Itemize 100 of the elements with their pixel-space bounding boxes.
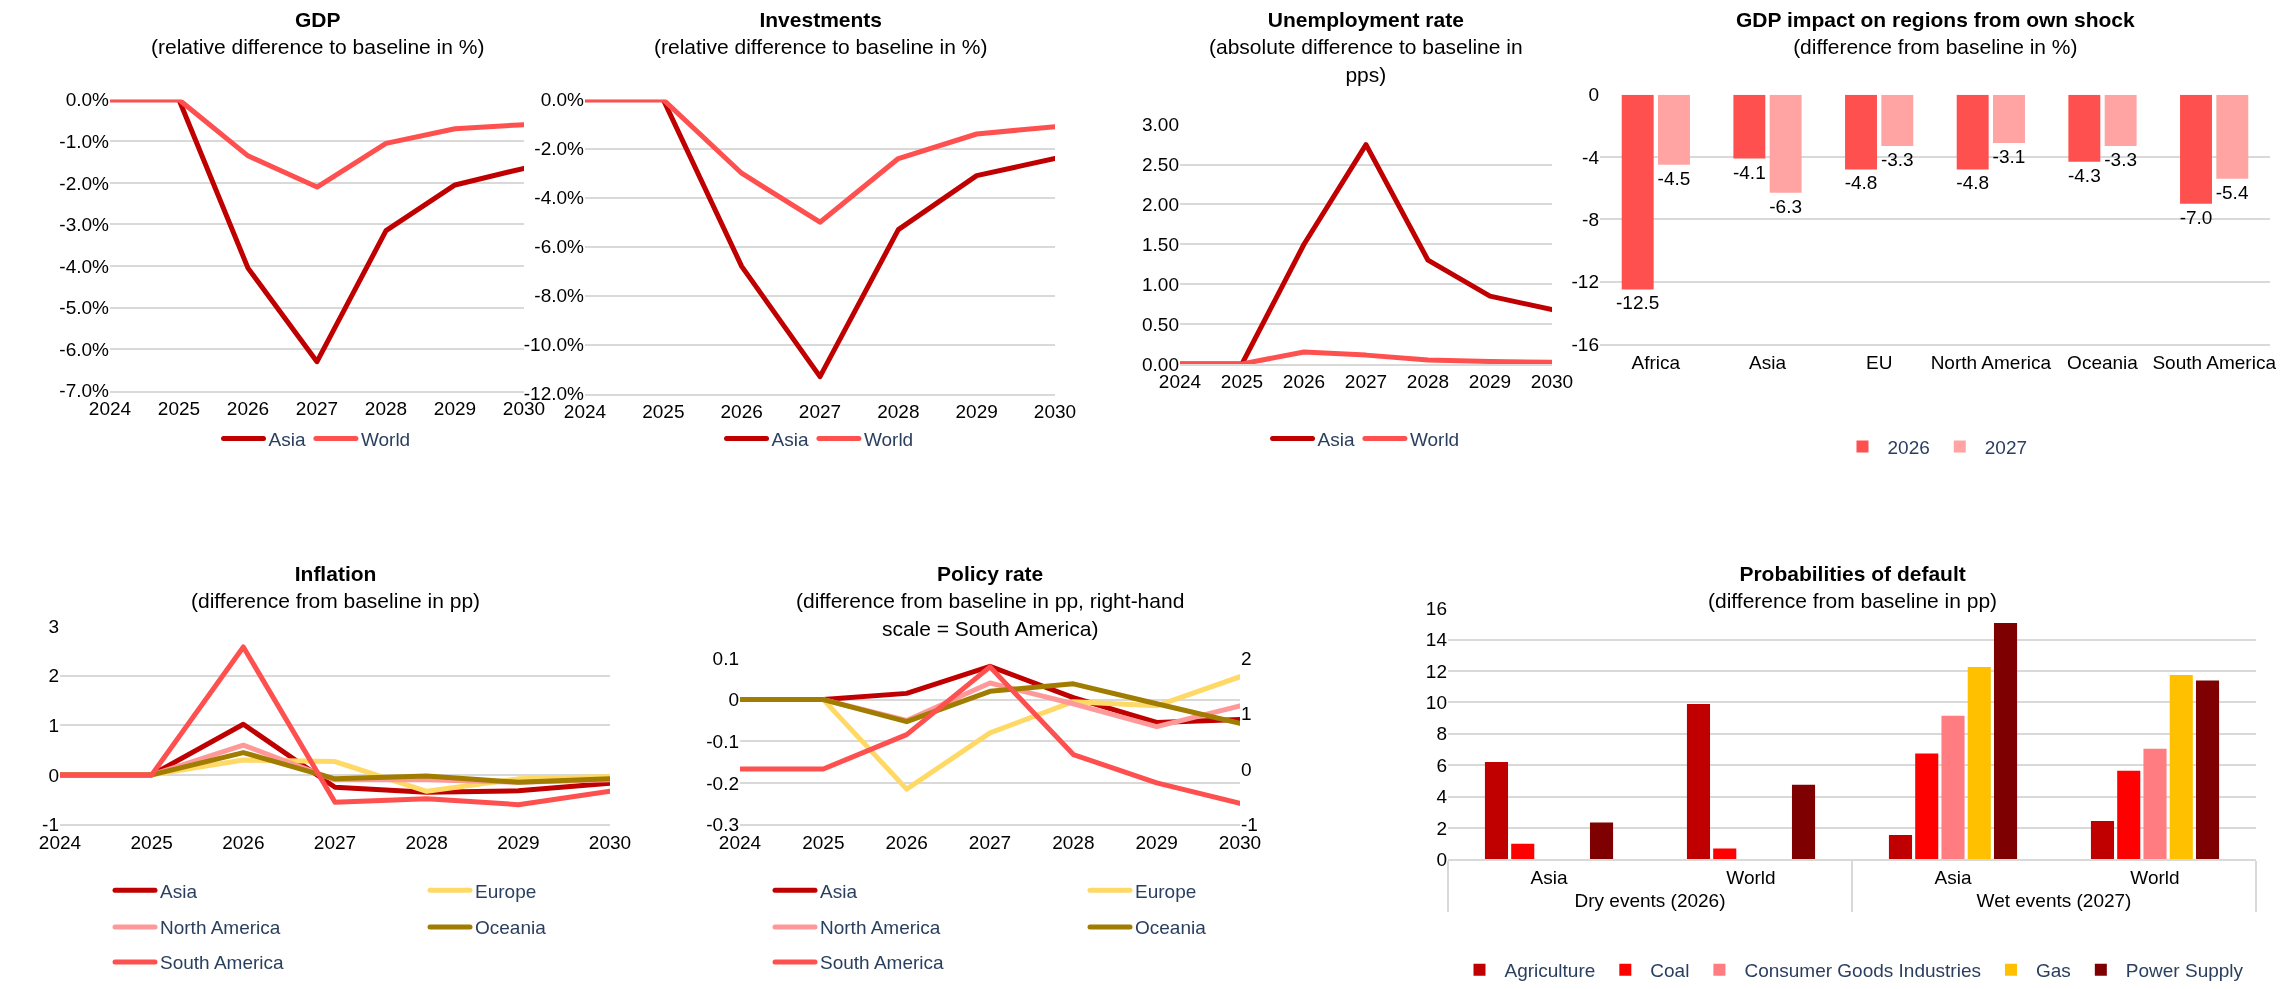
bar (2117, 770, 2141, 860)
y-tick-label: 2 (1436, 817, 1447, 839)
x-tick-label: 2025 (1220, 371, 1264, 393)
y-tick-label: -8 (1582, 208, 1599, 230)
legend-label: Power Supply (2125, 960, 2244, 982)
data-label: -3.3 (2104, 149, 2138, 171)
bar (1993, 623, 2018, 860)
y-tick-label: 0.0% (540, 89, 585, 111)
x-tick-label: 2029 (1468, 371, 1512, 393)
y-tick-label: -0.2 (706, 772, 739, 794)
legend-label: Asia (160, 880, 198, 902)
x-tick-label: 2028 (405, 832, 448, 854)
bar (2143, 748, 2167, 860)
chart-title: Investments (759, 8, 883, 31)
x-tick-label: 2028 (1052, 832, 1095, 854)
y-tick-label: -6.0% (59, 338, 110, 360)
x-tick-label: 2028 (364, 398, 408, 420)
y-tick-label: 2 (48, 665, 59, 687)
y-tick-label: -6.0% (534, 236, 585, 258)
text: Wet events (2027) (1976, 889, 2132, 911)
chart-subtitle: (relative difference to baseline in %) (654, 35, 988, 59)
y-tick-label: 1.50 (1142, 233, 1179, 255)
chart-title: Inflation (294, 562, 377, 585)
x-tick-label: 2025 (642, 401, 685, 423)
x-tick-label: Oceania (2067, 351, 2139, 373)
y-tick-label: 12 (1425, 660, 1447, 682)
legend-label: Asia (1317, 428, 1355, 450)
x-tick-label: 2027 (313, 832, 357, 854)
y-tick-label: 0 (48, 764, 59, 786)
legend-label: World (863, 428, 914, 450)
x-tick-label: 2027 (1344, 371, 1388, 393)
y-tick-label: -1.0% (59, 130, 110, 152)
data-label: -4.8 (1956, 172, 1990, 194)
y-tick-label: 4 (1436, 786, 1448, 808)
y-tick-label: 10 (1425, 692, 1447, 714)
legend-label: Gas (2035, 960, 2071, 982)
legend-label: Oceania (1135, 917, 1207, 939)
y-tick-label: 8 (1436, 723, 1447, 745)
y-tick-label: -0.1 (706, 730, 739, 752)
y-tick-label: 0 (1436, 849, 1447, 871)
legend-label: Oceania (475, 917, 547, 939)
legend-label: 2026 (1887, 436, 1930, 458)
x-tick-label: Asia (1530, 866, 1568, 888)
y-tick-label: -2.0% (534, 138, 585, 160)
chart-subtitle: (difference from baseline in %) (1793, 35, 2078, 59)
y-tick-label: 0.50 (1142, 313, 1179, 335)
y-tick-label: -4.0% (534, 187, 585, 209)
y-tick-label: -2.0% (59, 172, 110, 194)
legend-label: Europe (475, 880, 537, 902)
x-tick-label: World (1726, 866, 1776, 888)
y-tick-label: 2.00 (1142, 194, 1179, 216)
y-tick-label: 1.00 (1142, 273, 1179, 295)
legend-label: Agriculture (1504, 960, 1596, 982)
y-tick-label: -4 (1582, 146, 1600, 168)
chart-subtitle: (absolute difference to baseline in pps) (1209, 35, 1523, 86)
bar (2169, 674, 2193, 860)
x-tick-label: Asia (1934, 866, 1972, 888)
legend-label: World (360, 428, 411, 450)
legend-label: Europe (1135, 880, 1197, 902)
y-tick-label: 6 (1436, 754, 1447, 776)
legend-label: Consumer Goods Industries (1744, 960, 1981, 982)
x-tick-label: 2026 (222, 832, 265, 854)
y2-tick-label: 0 (1241, 758, 1252, 780)
x-tick-label: South America (2152, 351, 2277, 373)
x-tick-label: 2028 (877, 401, 920, 423)
x-tick-label: EU (1865, 351, 1893, 373)
chart-subtitle: (difference from baseline in pp) (1708, 589, 1998, 613)
y-tick-label: 0.1 (712, 647, 739, 669)
data-label: -7.0 (2179, 206, 2213, 228)
x-tick-label: 2024 (563, 401, 607, 423)
data-label: -12.5 (1616, 292, 1660, 314)
y-tick-label: 16 (1425, 597, 1447, 619)
chart-subtitle: (relative difference to baseline in %) (151, 35, 485, 59)
data-label: -3.3 (1880, 149, 1914, 171)
x-tick-label: 2025 (157, 398, 201, 420)
x-tick-label: 2025 (802, 832, 845, 854)
data-label: -4.5 (1657, 167, 1691, 189)
legend-label: Asia (820, 880, 858, 902)
x-tick-label: 2028 (1406, 371, 1450, 393)
data-label: -4.1 (1732, 161, 1766, 183)
bar (1941, 715, 1965, 860)
data-label: -6.3 (1769, 195, 1803, 217)
y-tick-label: 14 (1425, 629, 1448, 651)
x-tick-label: 2029 (497, 832, 540, 854)
data-label: -4.3 (2067, 164, 2101, 186)
legend-label: Asia (268, 428, 306, 450)
legend-label: North America (820, 917, 941, 939)
bar (1686, 703, 1711, 860)
chart-subtitle: (difference from baseline in pp, right-hand scale = South America) (796, 589, 1185, 640)
legend-label: North America (160, 917, 281, 939)
chart-title: GDP (294, 8, 341, 31)
legend-label: Asia (771, 428, 809, 450)
bar (2195, 680, 2220, 860)
x-tick-label: 2026 (226, 398, 270, 420)
x-tick-label: 2026 (1282, 371, 1326, 393)
chart-title: Unemployment rate (1267, 8, 1464, 31)
y-tick-label: -10.0% (523, 334, 585, 356)
x-tick-label: Asia (1749, 351, 1787, 373)
y-tick-label: 0 (1588, 84, 1599, 106)
chart-subtitle: (difference from baseline in pp) (191, 589, 481, 613)
